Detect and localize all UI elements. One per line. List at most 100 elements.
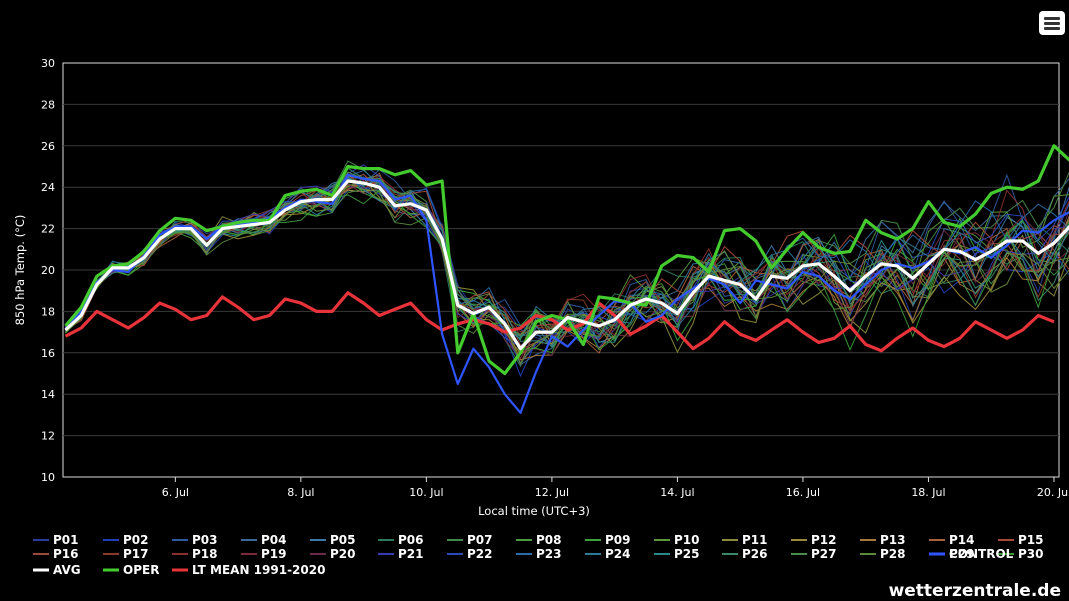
y-axis-ticks: 10 12 14 16 18 20 22 24 26 28 30 xyxy=(41,57,55,484)
legend-item-p18[interactable]: P18 xyxy=(172,547,218,561)
legend-item-p12[interactable]: P12 xyxy=(791,533,837,547)
y-tick-label: 14 xyxy=(41,388,55,401)
y-tick-label: 16 xyxy=(41,347,55,360)
legend-item-p09[interactable]: P09 xyxy=(585,533,631,547)
legend-item-p07[interactable]: P07 xyxy=(447,533,493,547)
y-tick-label: 24 xyxy=(41,181,55,194)
legend-item-p17[interactable]: P17 xyxy=(103,547,149,561)
x-axis-title: Local time (UTC+3) xyxy=(478,504,590,518)
credit-text: wetterzentrale.de xyxy=(889,581,1061,601)
y-tick-label: 28 xyxy=(41,98,55,111)
x-tick-label: 10. Jul xyxy=(409,486,443,499)
legend-label: P26 xyxy=(742,547,768,561)
legend-item-p20[interactable]: P20 xyxy=(310,547,356,561)
legend-label: AVG xyxy=(53,563,81,577)
legend-item-p25[interactable]: P25 xyxy=(654,547,700,561)
x-tick-label: 6. Jul xyxy=(162,486,189,499)
legend-item-p13[interactable]: P13 xyxy=(860,533,906,547)
legend-item-p24[interactable]: P24 xyxy=(585,547,631,561)
x-axis-ticks: 6. Jul 8. Jul 10. Jul 12. Jul 14. Jul 16. Jul… xyxy=(162,486,1069,499)
legend-label: P01 xyxy=(53,533,79,547)
legend-item-control[interactable]: CONTROL xyxy=(929,547,1014,561)
series-line-control xyxy=(64,173,1069,414)
legend-label: P17 xyxy=(123,547,149,561)
y-tick-label: 30 xyxy=(41,57,55,70)
legend-item-p05[interactable]: P05 xyxy=(310,533,356,547)
legend-label: P20 xyxy=(330,547,356,561)
legend-label: P16 xyxy=(53,547,79,561)
legend-item-p06[interactable]: P06 xyxy=(378,533,424,547)
legend-label: P19 xyxy=(261,547,287,561)
legend-item-p02[interactable]: P02 xyxy=(103,533,149,547)
legend-label: P08 xyxy=(536,533,562,547)
legend-label: P09 xyxy=(605,533,631,547)
legend-label: CONTROL xyxy=(949,547,1014,561)
legend-item-oper[interactable]: OPER xyxy=(103,563,159,577)
legend-label: P14 xyxy=(949,533,975,547)
x-tick-label: 16. Jul xyxy=(786,486,820,499)
legend-item-p16[interactable]: P16 xyxy=(33,547,79,561)
x-tick-label: 18. Jul xyxy=(911,486,945,499)
legend-item-p19[interactable]: P19 xyxy=(241,547,287,561)
series-line-p22 xyxy=(65,177,1069,348)
legend-label: P28 xyxy=(880,547,906,561)
legend-item-p01[interactable]: P01 xyxy=(33,533,79,547)
x-tick-label: 20. Jul xyxy=(1037,486,1069,499)
legend-label: P18 xyxy=(192,547,218,561)
legend-item-p27[interactable]: P27 xyxy=(791,547,837,561)
y-tick-label: 20 xyxy=(41,264,55,277)
legend-label: P30 xyxy=(1018,547,1044,561)
legend-item-lt-mean-1991-2020[interactable]: LT MEAN 1991-2020 xyxy=(172,563,325,577)
chart-subtitle: Init: Fri, 4 Jul 2025, 00Z xyxy=(467,41,602,55)
grid-lines xyxy=(63,103,1059,482)
series-line-p16 xyxy=(65,181,1069,347)
legend-label: P25 xyxy=(674,547,700,561)
legend-label: P03 xyxy=(192,533,218,547)
legend-label: P23 xyxy=(536,547,562,561)
legend-label: P21 xyxy=(398,547,424,561)
legend-label: P10 xyxy=(674,533,700,547)
y-tick-label: 22 xyxy=(41,223,55,236)
legend-item-p22[interactable]: P22 xyxy=(447,547,493,561)
legend-item-p15[interactable]: P15 xyxy=(998,533,1044,547)
legend-item-p08[interactable]: P08 xyxy=(516,533,562,547)
series-line-p30 xyxy=(65,189,1069,354)
legend-item-p14[interactable]: P14 xyxy=(929,533,975,547)
legend-label: P02 xyxy=(123,533,149,547)
legend-label: P13 xyxy=(880,533,906,547)
y-axis-title: 850 hPa Temp. (°C) xyxy=(13,215,27,326)
x-tick-label: 8. Jul xyxy=(287,486,314,499)
legend-item-p11[interactable]: P11 xyxy=(722,533,768,547)
legend-label: P12 xyxy=(811,533,837,547)
legend-label: P15 xyxy=(1018,533,1044,547)
legend-label: OPER xyxy=(123,563,159,577)
y-tick-label: 10 xyxy=(41,471,55,484)
x-tick-label: 12. Jul xyxy=(535,486,569,499)
legend-label: P11 xyxy=(742,533,768,547)
legend-label: LT MEAN 1991-2020 xyxy=(192,563,325,577)
legend-label: P07 xyxy=(467,533,493,547)
legend-label: P22 xyxy=(467,547,493,561)
legend-item-p26[interactable]: P26 xyxy=(722,547,768,561)
legend-item-p28[interactable]: P28 xyxy=(860,547,906,561)
highlight-lines xyxy=(64,144,1069,414)
legend-item-p23[interactable]: P23 xyxy=(516,547,562,561)
legend-label: P05 xyxy=(330,533,356,547)
y-tick-label: 26 xyxy=(41,140,55,153)
series-line-avg xyxy=(64,179,1069,351)
legend-item-p03[interactable]: P03 xyxy=(172,533,218,547)
legend: P01 P02 P03 P04 P05 P06 P07 P08 P09 P10 P11 P12 P13 P… xyxy=(33,533,1044,577)
legend-item-p21[interactable]: P21 xyxy=(378,547,424,561)
legend-label: P24 xyxy=(605,547,631,561)
y-tick-label: 12 xyxy=(41,430,55,443)
legend-item-p04[interactable]: P04 xyxy=(241,533,287,547)
legend-item-avg[interactable]: AVG xyxy=(33,563,81,577)
y-tick-label: 18 xyxy=(41,305,55,318)
legend-label: P27 xyxy=(811,547,837,561)
legend-label: P06 xyxy=(398,533,424,547)
x-tick-label: 14. Jul xyxy=(660,486,694,499)
hamburger-menu-icon[interactable] xyxy=(1039,11,1065,35)
legend-item-p30[interactable]: P30 xyxy=(998,547,1044,561)
legend-item-p10[interactable]: P10 xyxy=(654,533,700,547)
